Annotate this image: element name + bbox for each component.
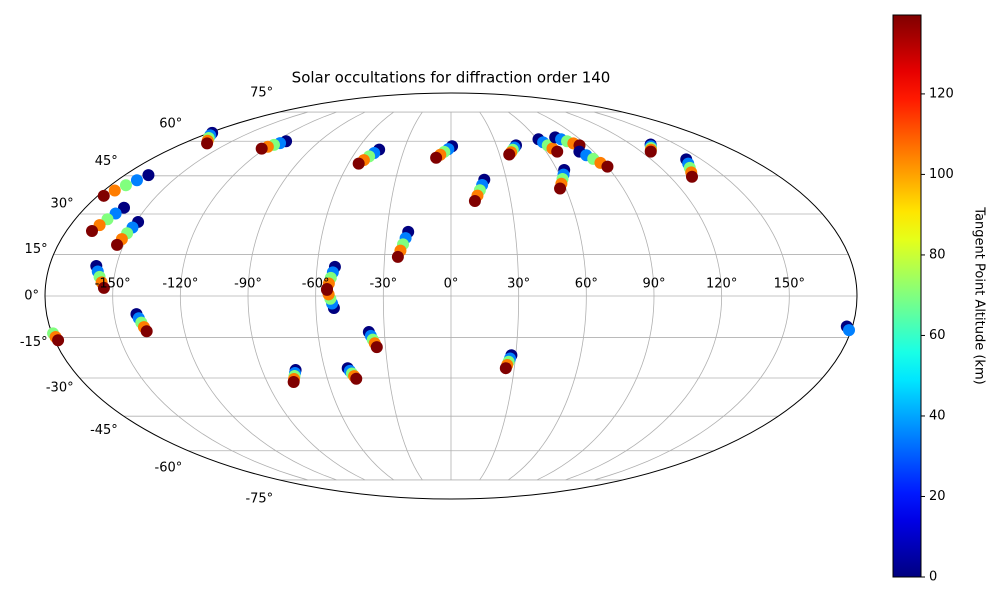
occultation-point [551, 145, 564, 158]
colorbar-tick-label: 100 [929, 167, 954, 182]
graticule [45, 111, 857, 481]
occultation-point [97, 281, 110, 294]
occultation-point [130, 174, 143, 187]
x-tick-label: -60° [302, 277, 330, 292]
y-tick-label: -75° [245, 492, 273, 507]
occultation-point [430, 151, 443, 164]
occultation-point [108, 184, 121, 197]
y-tick-label: -45° [90, 423, 118, 438]
colorbar-tick-label: 120 [929, 86, 954, 101]
occultation-point [118, 201, 131, 214]
y-tick-label: 30° [51, 196, 74, 211]
x-tick-label: 60° [575, 277, 598, 292]
x-tick-label: -120° [162, 277, 198, 292]
occultation-point [287, 375, 300, 388]
y-tick-label: 45° [95, 154, 118, 169]
occultation-point [554, 182, 567, 195]
y-tick-label: -60° [155, 461, 183, 476]
x-tick-label: 90° [642, 277, 665, 292]
y-tick-label: 0° [24, 289, 39, 304]
labels: -150° -120° -90° -60° -30° 0° 30° 60° 90° 120° 150… [20, 85, 805, 506]
occultation-point [685, 170, 698, 183]
occultation-point [85, 225, 98, 238]
y-tick-label: -30° [46, 381, 74, 396]
occultation-point [97, 189, 110, 202]
x-tick-label: -30° [369, 277, 397, 292]
occultation-point [391, 250, 404, 263]
occultation-point [601, 160, 614, 173]
colorbar-tick-label: 40 [929, 408, 946, 423]
occultation-point [255, 142, 268, 155]
colorbar-tick-label: 0 [929, 570, 937, 585]
occultation-point [350, 372, 363, 385]
colorbar [892, 14, 922, 578]
y-tick-label: 15° [25, 242, 48, 257]
occultation-point [111, 238, 124, 251]
x-tick-label: -150° [95, 277, 131, 292]
x-tick-label: 30° [507, 277, 530, 292]
occultation-point [468, 194, 481, 207]
occultation-point [140, 325, 153, 338]
colorbar-tick-label: 80 [929, 247, 946, 262]
occultation-point [370, 341, 383, 354]
y-tick-label: 60° [159, 116, 182, 131]
occultation-point [644, 145, 657, 158]
y-tick-label: 75° [250, 85, 273, 100]
x-tick-label: 150° [774, 277, 805, 292]
occultation-point [119, 179, 132, 192]
occultation-point [142, 169, 155, 182]
occultation-point [201, 137, 214, 150]
y-tick-label: -15° [20, 335, 48, 350]
map-outline [44, 92, 858, 500]
occultation-point [842, 324, 855, 337]
colorbar-tick-label: 60 [929, 328, 946, 343]
colorbar-label: Tangent Point Altitude (km) [972, 206, 987, 384]
chart-title: Solar occultations for diffraction order… [292, 69, 611, 87]
x-tick-label: 120° [706, 277, 737, 292]
occultation-point [499, 362, 512, 375]
x-tick-label: 0° [444, 277, 459, 292]
x-tick-label: -90° [234, 277, 262, 292]
points [47, 126, 855, 388]
colorbar-axis: 0 20 40 60 80 100 120 [921, 86, 954, 585]
colorbar-tick-label: 20 [929, 489, 946, 504]
occultation-point [321, 283, 334, 296]
occultation-point [503, 148, 516, 161]
occultation-point [52, 334, 65, 347]
occultation-point [352, 157, 365, 170]
